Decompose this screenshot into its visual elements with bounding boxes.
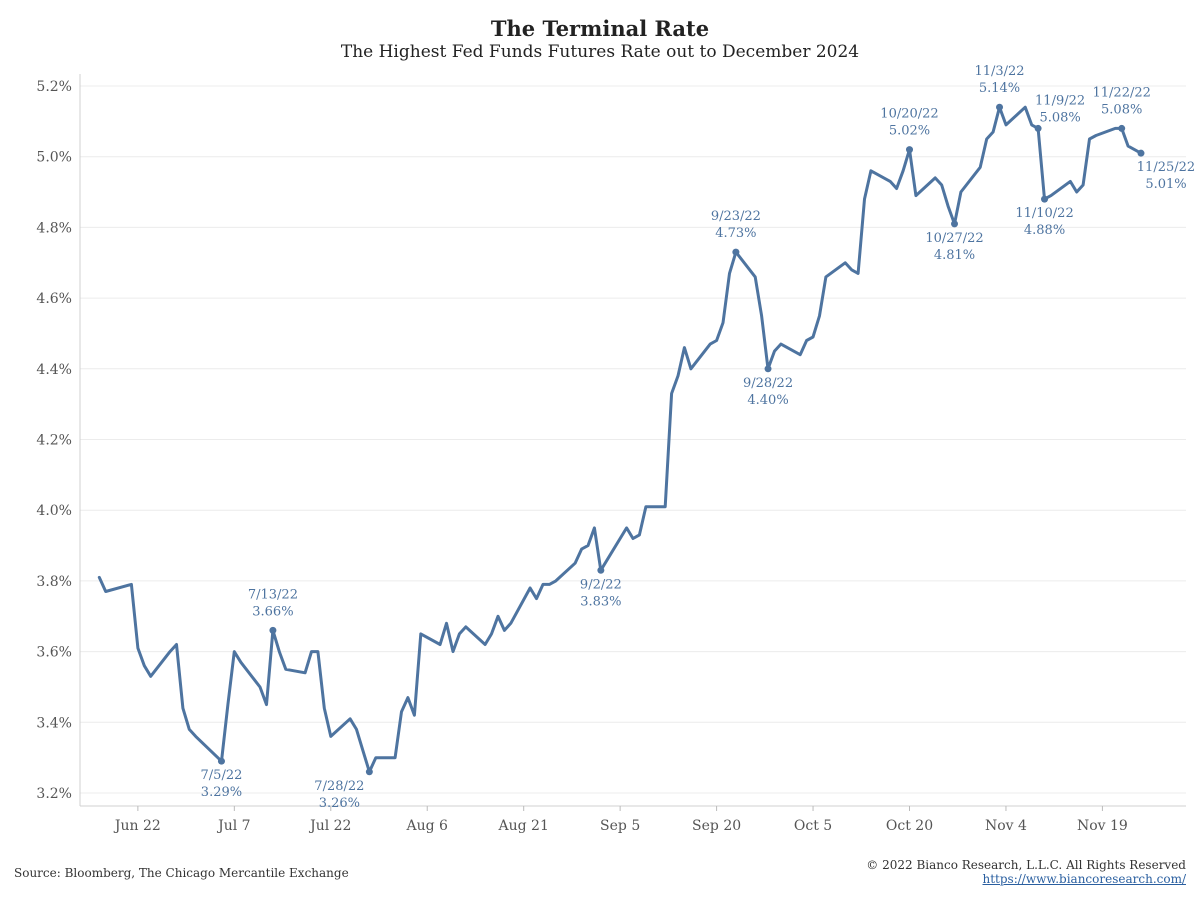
series-line <box>97 105 1143 774</box>
y-tick-label: 5.2% <box>36 79 72 95</box>
website-link[interactable]: https://www.biancoresearch.com/ <box>982 872 1186 886</box>
y-tick-label: 3.6% <box>36 645 72 661</box>
x-tick-label: Nov 4 <box>985 818 1027 834</box>
annotation-value-label: 4.40% <box>747 393 788 408</box>
annotation-point <box>732 248 740 256</box>
annotation-date-label: 9/2/22 <box>580 577 622 592</box>
annotation-date-label: 11/10/22 <box>1015 206 1073 221</box>
annotation-point <box>269 626 277 634</box>
y-tick-label: 4.4% <box>36 362 72 378</box>
annotation-value-label: 4.73% <box>715 226 756 241</box>
x-tick-label: Oct 20 <box>886 818 933 834</box>
annotation-date-label: 11/25/22 <box>1137 160 1195 175</box>
y-tick-label: 4.6% <box>36 291 72 307</box>
annotation-value-label: 4.81% <box>934 248 975 263</box>
x-tick-label: Sep 5 <box>600 818 640 834</box>
annotation-value-label: 5.02% <box>889 124 930 139</box>
annotation-date-label: 11/9/22 <box>1035 93 1085 108</box>
annotation-date-label: 7/13/22 <box>248 587 298 602</box>
annotation-point <box>1041 195 1049 203</box>
chart-subtitle: The Highest Fed Funds Futures Rate out t… <box>340 42 860 62</box>
annotation-point <box>1137 149 1145 157</box>
annotation-date-label: 7/28/22 <box>314 779 364 794</box>
annotation-value-label: 5.08% <box>1101 102 1142 117</box>
x-tick-label: Jul 7 <box>216 818 250 834</box>
annotation-date-label: 7/5/22 <box>201 768 243 783</box>
x-tick-label: Nov 19 <box>1077 818 1128 834</box>
y-tick-label: 3.4% <box>36 715 72 731</box>
x-tick-label: Oct 5 <box>794 818 832 834</box>
x-tick-label: Aug 21 <box>498 818 549 834</box>
annotation-point <box>996 103 1004 111</box>
annotation-value-label: 4.88% <box>1024 223 1065 238</box>
y-tick-label: 4.8% <box>36 220 72 236</box>
annotation-date-label: 10/20/22 <box>880 107 938 122</box>
annotation-value-label: 3.66% <box>252 604 293 619</box>
annotation-point <box>906 146 913 154</box>
annotation-point <box>1118 124 1126 132</box>
annotation-date-label: 9/28/22 <box>743 376 793 391</box>
x-tick-label: Aug 6 <box>406 818 449 834</box>
annotation-point <box>951 220 959 228</box>
annotation-date-label: 11/3/22 <box>974 64 1024 79</box>
chart-title: The Terminal Rate <box>490 16 710 41</box>
copyright-note: © 2022 Bianco Research, L.L.C. All Right… <box>866 858 1186 872</box>
annotation-value-label: 5.01% <box>1145 177 1186 192</box>
annotation-point <box>365 768 373 776</box>
annotation-date-label: 11/22/22 <box>1093 85 1151 100</box>
x-tick-label: Jun 22 <box>113 818 161 834</box>
x-tick-label: Sep 20 <box>692 818 741 834</box>
y-tick-label: 5.0% <box>36 150 72 166</box>
annotation-point <box>1034 124 1042 132</box>
annotation-value-label: 3.26% <box>319 796 360 811</box>
y-tick-label: 4.2% <box>36 433 72 449</box>
annotation-value-label: 3.29% <box>201 785 242 800</box>
annotation-date-label: 9/23/22 <box>711 209 761 224</box>
annotation-point <box>217 757 225 765</box>
annotation-point <box>764 365 772 373</box>
annotation-point <box>597 566 605 574</box>
x-tick-label: Jul 22 <box>308 818 351 834</box>
annotation-date-label: 10/27/22 <box>925 231 983 246</box>
annotation-value-label: 3.83% <box>580 594 621 609</box>
y-tick-label: 3.8% <box>36 574 72 590</box>
annotation-value-label: 5.08% <box>1039 110 1080 125</box>
annotation-value-label: 5.14% <box>979 81 1020 96</box>
y-tick-label: 4.0% <box>36 503 72 519</box>
y-tick-label: 3.2% <box>36 786 72 802</box>
source-note: Source: Bloomberg, The Chicago Mercantil… <box>14 866 349 880</box>
